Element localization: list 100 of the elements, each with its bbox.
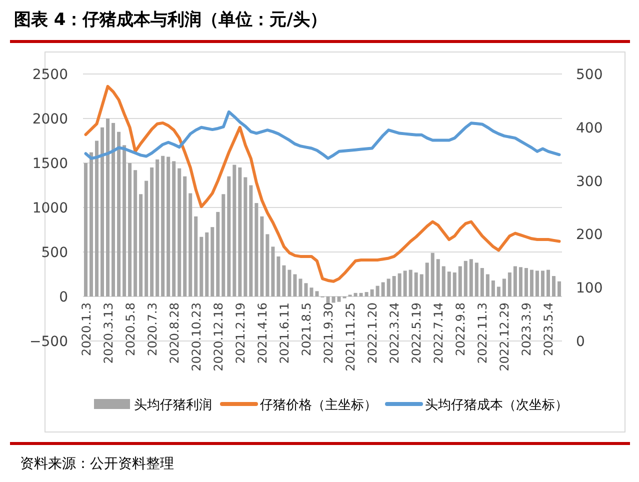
y-tick-label: 2500 bbox=[32, 67, 68, 83]
bar bbox=[260, 216, 264, 296]
bar bbox=[112, 122, 116, 296]
bar bbox=[354, 292, 358, 296]
bar bbox=[144, 180, 148, 296]
bar bbox=[430, 252, 434, 296]
bar bbox=[408, 270, 412, 296]
bar bbox=[106, 118, 110, 296]
bar bbox=[288, 270, 292, 296]
bar bbox=[425, 262, 429, 296]
x-tick-label: 2023.3.9 bbox=[520, 302, 534, 356]
legend-label: 头均仔猪利润 bbox=[134, 398, 212, 413]
bar bbox=[304, 283, 308, 296]
bar bbox=[254, 203, 258, 296]
bar bbox=[403, 270, 407, 296]
bar bbox=[89, 152, 94, 296]
bar bbox=[166, 156, 170, 296]
bar bbox=[496, 286, 500, 296]
bar bbox=[398, 273, 402, 296]
bar bbox=[172, 161, 176, 296]
bar bbox=[530, 270, 534, 296]
bar bbox=[557, 281, 562, 296]
y-tick-label: −500 bbox=[30, 334, 68, 350]
y2-tick-label: 100 bbox=[576, 280, 603, 297]
bar bbox=[282, 265, 286, 296]
y2-tick-label: 500 bbox=[576, 67, 603, 83]
bar bbox=[194, 216, 198, 296]
bar bbox=[139, 194, 143, 296]
bar bbox=[298, 278, 302, 296]
bar bbox=[134, 170, 138, 296]
bar bbox=[458, 266, 462, 296]
x-tick-label: 2020.10.23 bbox=[189, 302, 204, 372]
bar bbox=[232, 164, 236, 296]
y2-tick-label: 200 bbox=[576, 227, 603, 244]
x-tick-label: 2021.4.16 bbox=[255, 302, 270, 364]
bar bbox=[474, 262, 478, 296]
chart-title: 图表 4：仔猪成本与利润（单位：元/头） bbox=[14, 10, 327, 30]
bar bbox=[337, 296, 341, 302]
bar bbox=[376, 286, 380, 296]
x-tick-label: 2021.6.11 bbox=[277, 302, 292, 364]
x-tick-label: 2020.12.18 bbox=[211, 302, 226, 372]
y-tick-label: 2000 bbox=[32, 112, 68, 128]
bar bbox=[249, 185, 253, 296]
bar bbox=[156, 159, 160, 296]
bar bbox=[381, 282, 385, 296]
bar bbox=[513, 266, 517, 296]
bar bbox=[491, 280, 495, 296]
bar bbox=[392, 276, 396, 296]
bar bbox=[150, 167, 154, 296]
x-tick-label: 2022.12.29 bbox=[498, 302, 512, 372]
bar bbox=[122, 145, 126, 296]
bar bbox=[502, 278, 506, 296]
bar bbox=[359, 292, 363, 296]
y2-tick-label: 300 bbox=[576, 174, 603, 190]
y-tick-label: 500 bbox=[41, 245, 68, 261]
bar bbox=[183, 176, 187, 296]
bar bbox=[414, 272, 418, 296]
bar bbox=[161, 156, 165, 296]
x-tick-label: 2022.3.24 bbox=[388, 302, 402, 364]
bar bbox=[128, 163, 132, 296]
line-series bbox=[84, 84, 561, 283]
bar bbox=[205, 232, 209, 296]
legend-label: 头均仔猪成本（次坐标） bbox=[425, 398, 568, 413]
x-tick-label: 2022.7.14 bbox=[432, 302, 446, 364]
y-tick-label: 0 bbox=[59, 290, 68, 306]
text: 资料来源：公开资料整理 bbox=[20, 456, 174, 472]
bar bbox=[266, 234, 270, 296]
x-tick-label: 2020.3.13 bbox=[101, 302, 116, 364]
bar bbox=[464, 260, 468, 296]
bar bbox=[100, 127, 104, 296]
bar bbox=[117, 132, 121, 296]
bar bbox=[552, 276, 556, 296]
bar bbox=[535, 270, 539, 296]
x-tick-label: 2022.11.3 bbox=[476, 302, 490, 364]
bar bbox=[386, 278, 390, 296]
x-tick-label: 2020.5.8 bbox=[123, 302, 138, 356]
bar bbox=[293, 274, 297, 296]
y2-tick-label: 0 bbox=[576, 334, 585, 350]
x-tick-label: 2021.9.30 bbox=[322, 302, 336, 364]
bar bbox=[178, 168, 182, 296]
bar bbox=[486, 274, 490, 296]
bar bbox=[364, 292, 368, 296]
bar bbox=[447, 272, 451, 296]
bar bbox=[452, 272, 456, 296]
bar bbox=[95, 140, 99, 296]
bar bbox=[200, 236, 204, 296]
bar bbox=[436, 259, 440, 296]
bar bbox=[276, 256, 280, 296]
bar bbox=[524, 268, 528, 296]
legend-label: 仔猪价格（主坐标） bbox=[260, 397, 377, 413]
bar bbox=[238, 167, 242, 296]
y-tick-label: 1500 bbox=[32, 156, 68, 172]
x-tick-label: 2021.8.5 bbox=[299, 302, 314, 356]
bar bbox=[271, 246, 275, 296]
bar bbox=[222, 194, 226, 296]
bar bbox=[469, 259, 473, 296]
y2-tick-label: 400 bbox=[576, 120, 603, 136]
bar bbox=[370, 289, 374, 296]
bar bbox=[210, 227, 214, 296]
bar bbox=[518, 267, 522, 296]
